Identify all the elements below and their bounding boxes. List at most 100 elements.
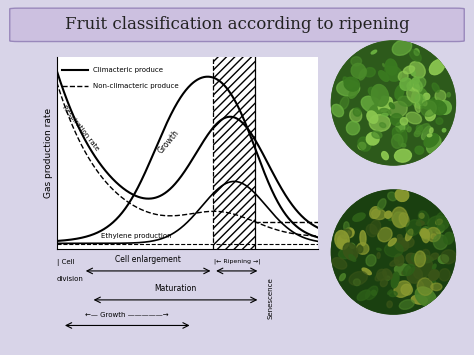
Ellipse shape — [368, 87, 378, 97]
Ellipse shape — [421, 101, 437, 116]
Ellipse shape — [362, 268, 371, 275]
Ellipse shape — [430, 253, 438, 260]
Ellipse shape — [372, 131, 382, 138]
Ellipse shape — [385, 211, 392, 218]
Ellipse shape — [429, 270, 439, 280]
Ellipse shape — [366, 132, 379, 145]
Ellipse shape — [431, 283, 442, 291]
Ellipse shape — [415, 251, 426, 267]
Ellipse shape — [369, 115, 391, 131]
Ellipse shape — [396, 242, 403, 249]
Ellipse shape — [428, 216, 449, 231]
Ellipse shape — [413, 258, 433, 279]
Ellipse shape — [435, 90, 446, 102]
Ellipse shape — [359, 69, 366, 80]
Ellipse shape — [393, 212, 407, 227]
Ellipse shape — [426, 228, 440, 242]
Ellipse shape — [349, 255, 356, 261]
Ellipse shape — [416, 280, 424, 292]
Ellipse shape — [361, 96, 382, 113]
Y-axis label: Gas production rate: Gas production rate — [44, 108, 53, 198]
Ellipse shape — [379, 71, 389, 81]
Ellipse shape — [441, 250, 456, 264]
Ellipse shape — [332, 104, 344, 117]
Text: Maturation: Maturation — [155, 284, 197, 293]
Ellipse shape — [442, 129, 446, 132]
Ellipse shape — [343, 243, 358, 260]
Ellipse shape — [392, 134, 403, 148]
Ellipse shape — [344, 77, 359, 91]
Ellipse shape — [436, 219, 442, 225]
Ellipse shape — [382, 152, 388, 160]
Ellipse shape — [398, 71, 408, 81]
Ellipse shape — [425, 110, 436, 121]
Text: Respiration rate: Respiration rate — [61, 104, 100, 152]
Ellipse shape — [406, 112, 421, 124]
Circle shape — [328, 38, 458, 168]
Ellipse shape — [384, 243, 403, 257]
Ellipse shape — [416, 125, 422, 131]
Ellipse shape — [386, 66, 401, 81]
Ellipse shape — [407, 87, 420, 103]
Ellipse shape — [385, 276, 390, 280]
Ellipse shape — [412, 77, 419, 83]
Ellipse shape — [365, 286, 378, 300]
Ellipse shape — [414, 81, 422, 92]
Ellipse shape — [412, 77, 426, 89]
Text: division: division — [57, 277, 84, 283]
Ellipse shape — [403, 264, 414, 276]
Text: Fruit classification according to ripening: Fruit classification according to ripeni… — [64, 16, 410, 33]
Ellipse shape — [371, 50, 377, 54]
Ellipse shape — [416, 97, 430, 106]
Ellipse shape — [383, 64, 385, 67]
Ellipse shape — [335, 230, 349, 249]
Ellipse shape — [419, 211, 429, 225]
Ellipse shape — [366, 224, 377, 237]
Ellipse shape — [356, 243, 369, 254]
Ellipse shape — [378, 199, 386, 210]
Ellipse shape — [395, 189, 409, 201]
Ellipse shape — [418, 255, 432, 263]
Ellipse shape — [401, 284, 412, 295]
Bar — [213, 57, 255, 248]
Ellipse shape — [432, 83, 439, 92]
Ellipse shape — [387, 301, 392, 308]
Ellipse shape — [353, 108, 361, 116]
Ellipse shape — [392, 207, 408, 228]
Ellipse shape — [406, 220, 421, 235]
Ellipse shape — [337, 80, 360, 96]
Ellipse shape — [414, 49, 419, 55]
Ellipse shape — [360, 231, 366, 246]
Ellipse shape — [407, 81, 419, 91]
Ellipse shape — [400, 118, 408, 125]
Text: Senescence: Senescence — [268, 277, 273, 319]
Ellipse shape — [380, 109, 391, 115]
Ellipse shape — [395, 238, 409, 251]
Ellipse shape — [420, 229, 429, 238]
Ellipse shape — [438, 101, 451, 114]
Ellipse shape — [415, 287, 436, 306]
Ellipse shape — [370, 220, 381, 234]
Ellipse shape — [340, 97, 349, 109]
Ellipse shape — [385, 59, 397, 75]
Ellipse shape — [423, 100, 427, 106]
Ellipse shape — [398, 96, 412, 106]
Ellipse shape — [370, 207, 380, 218]
Ellipse shape — [423, 93, 430, 100]
Ellipse shape — [397, 235, 402, 239]
Ellipse shape — [396, 122, 409, 130]
Ellipse shape — [377, 253, 380, 258]
Ellipse shape — [349, 243, 355, 248]
Ellipse shape — [389, 101, 407, 118]
Ellipse shape — [414, 131, 420, 137]
Ellipse shape — [402, 237, 414, 248]
Ellipse shape — [349, 272, 367, 285]
Ellipse shape — [410, 61, 425, 78]
Ellipse shape — [428, 256, 433, 261]
Ellipse shape — [412, 88, 428, 108]
Text: Non-climacteric produce: Non-climacteric produce — [93, 83, 179, 88]
Ellipse shape — [439, 269, 450, 281]
Ellipse shape — [399, 213, 409, 226]
Ellipse shape — [344, 222, 349, 231]
Ellipse shape — [351, 63, 365, 78]
